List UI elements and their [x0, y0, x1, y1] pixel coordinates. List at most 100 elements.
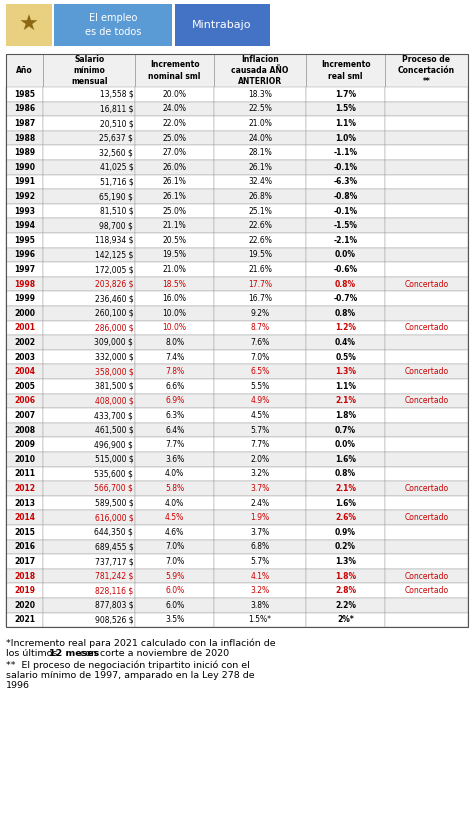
Text: 21.0%: 21.0%: [163, 265, 187, 274]
Bar: [136, 613, 214, 627]
Bar: [214, 160, 306, 174]
Bar: [43, 467, 136, 482]
Bar: [43, 160, 136, 174]
Bar: [214, 482, 306, 495]
Bar: [306, 423, 385, 437]
Bar: [6, 379, 43, 394]
Text: -1.1%: -1.1%: [334, 148, 357, 157]
Text: -0.6%: -0.6%: [334, 265, 357, 274]
Bar: [306, 277, 385, 292]
Bar: [43, 116, 136, 131]
Text: 142,125 $: 142,125 $: [95, 251, 133, 260]
Bar: [385, 467, 468, 482]
Text: 566,700 $: 566,700 $: [94, 484, 133, 493]
Text: 2.4%: 2.4%: [251, 499, 270, 508]
Bar: [136, 598, 214, 613]
Bar: [43, 540, 136, 554]
Text: Concertado: Concertado: [404, 484, 448, 493]
Bar: [385, 510, 468, 525]
Bar: [6, 335, 43, 350]
Text: 6.9%: 6.9%: [165, 396, 184, 405]
Text: 908,526 $: 908,526 $: [95, 615, 133, 624]
Bar: [43, 423, 136, 437]
Bar: [214, 394, 306, 408]
Text: 18.5%: 18.5%: [163, 279, 187, 288]
Text: Concertado: Concertado: [404, 586, 448, 595]
Bar: [385, 437, 468, 452]
Bar: [385, 525, 468, 540]
Bar: [306, 116, 385, 131]
Bar: [43, 219, 136, 233]
Bar: [6, 189, 43, 204]
Text: 32.4%: 32.4%: [248, 178, 272, 187]
Text: 309,000 $: 309,000 $: [94, 338, 133, 347]
Bar: [214, 540, 306, 554]
Text: 4.5%: 4.5%: [250, 411, 270, 420]
Text: 2005: 2005: [14, 382, 35, 391]
Bar: [306, 335, 385, 350]
Text: 2009: 2009: [14, 440, 35, 449]
Bar: [136, 87, 214, 102]
Bar: [6, 292, 43, 306]
Text: Año: Año: [16, 66, 33, 75]
Text: *Incremento real para 2021 calculado con la inflación de: *Incremento real para 2021 calculado con…: [6, 638, 275, 648]
Bar: [306, 306, 385, 320]
Text: 1996: 1996: [14, 251, 35, 260]
Text: 16.7%: 16.7%: [248, 294, 272, 303]
Text: 7.0%: 7.0%: [165, 542, 184, 551]
Text: 6.3%: 6.3%: [165, 411, 184, 420]
Bar: [214, 233, 306, 247]
Text: 828,116 $: 828,116 $: [95, 586, 133, 595]
Bar: [175, 4, 270, 46]
Text: 27.0%: 27.0%: [163, 148, 187, 157]
Bar: [306, 467, 385, 482]
Bar: [385, 495, 468, 510]
Text: 2001: 2001: [14, 324, 35, 333]
Text: 26.1%: 26.1%: [163, 178, 187, 187]
Text: 7.7%: 7.7%: [250, 440, 270, 449]
Bar: [214, 54, 306, 87]
Bar: [385, 335, 468, 350]
Text: El empleo
es de todos: El empleo es de todos: [85, 13, 141, 37]
Text: 22.0%: 22.0%: [163, 119, 187, 128]
Bar: [306, 262, 385, 277]
Bar: [306, 174, 385, 189]
Bar: [214, 174, 306, 189]
Bar: [43, 510, 136, 525]
Bar: [306, 131, 385, 146]
Text: 5.5%: 5.5%: [250, 382, 270, 391]
Text: 3.7%: 3.7%: [250, 527, 270, 536]
Bar: [214, 350, 306, 364]
Text: 1.0%: 1.0%: [335, 133, 356, 143]
Text: 5.7%: 5.7%: [250, 557, 270, 566]
Bar: [43, 306, 136, 320]
Bar: [43, 277, 136, 292]
Text: 2017: 2017: [14, 557, 35, 566]
Bar: [385, 540, 468, 554]
Text: 644,350 $: 644,350 $: [94, 527, 133, 536]
Text: 25.0%: 25.0%: [163, 133, 187, 143]
Bar: [306, 598, 385, 613]
Text: 2002: 2002: [14, 338, 35, 347]
Text: 17.7%: 17.7%: [248, 279, 272, 288]
Bar: [306, 569, 385, 583]
Text: 1.6%: 1.6%: [335, 499, 356, 508]
Text: 1993: 1993: [14, 206, 35, 215]
Text: 24.0%: 24.0%: [248, 133, 272, 143]
Text: 433,700 $: 433,700 $: [94, 411, 133, 420]
Text: 3.7%: 3.7%: [250, 484, 270, 493]
Text: 4.5%: 4.5%: [165, 514, 184, 523]
Bar: [136, 262, 214, 277]
Text: ★: ★: [19, 15, 39, 35]
Text: 4.9%: 4.9%: [250, 396, 270, 405]
Bar: [136, 160, 214, 174]
Bar: [6, 54, 468, 627]
Text: 7.0%: 7.0%: [250, 353, 270, 362]
Text: 4.0%: 4.0%: [165, 469, 184, 478]
Text: 2021: 2021: [14, 615, 35, 624]
Text: 381,500 $: 381,500 $: [95, 382, 133, 391]
Text: 2011: 2011: [14, 469, 35, 478]
Bar: [43, 364, 136, 379]
Bar: [43, 262, 136, 277]
Text: Concertado: Concertado: [404, 396, 448, 405]
